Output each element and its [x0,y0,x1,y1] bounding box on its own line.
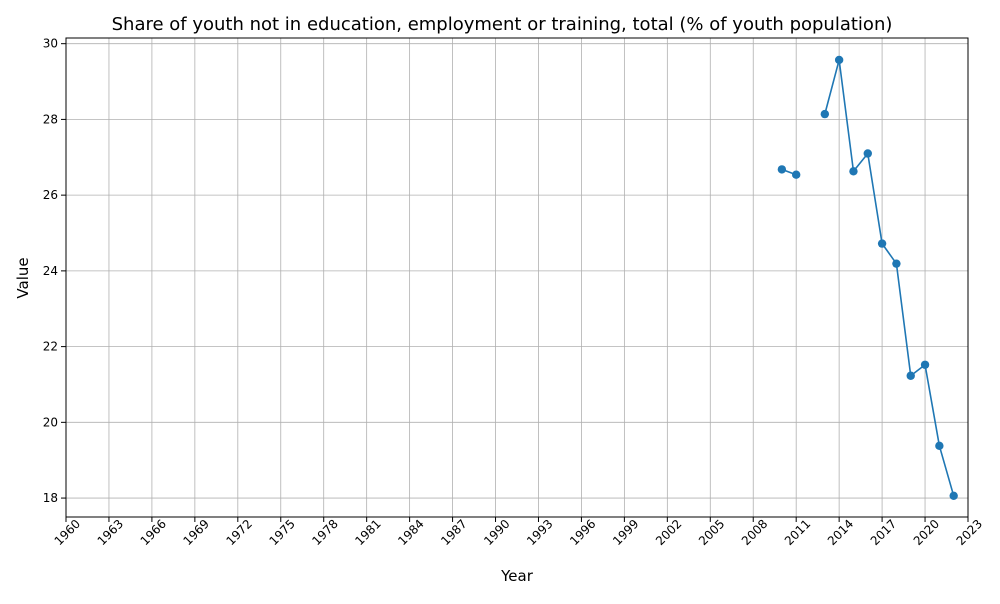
x-tick-label: 2023 [954,517,985,548]
x-axis-label: Year [500,567,534,585]
x-tick-label: 1972 [223,517,254,548]
axes: 1960 1963 1966 1969 1972 1975 1978 1981 1984 1987… [43,37,985,548]
data-point [949,491,958,500]
x-tick-label: 2011 [782,517,813,548]
x-tick-label: 2002 [653,517,684,548]
chart-title: Share of youth not in education, employm… [112,14,893,35]
data-point [920,360,930,369]
x-tick-label: 1996 [567,517,598,548]
x-tick-label: 1981 [352,517,383,548]
x-tick-label: 1960 [52,517,83,548]
y-tick-label: 24 [43,264,58,278]
data-point [849,167,858,176]
data-point [906,371,915,380]
x-tick-label: 1999 [610,517,641,548]
data-point [877,239,887,248]
y-tick-label: 30 [43,37,58,51]
x-tick-label: 2005 [696,517,727,548]
x-tick-label: 1993 [524,517,555,548]
plot-frame [65,37,969,518]
y-axis-label: Value [14,257,32,298]
data-point [777,165,787,174]
series-line [824,59,955,497]
data-point [820,109,830,119]
x-tick-label: 1963 [95,517,126,548]
x-tick-label: 2014 [825,517,856,548]
x-tick-label: 1987 [438,517,469,548]
x-tick-label: 1990 [481,517,512,548]
x-tick-label: 1978 [309,517,340,548]
x-tick-label: 1966 [138,517,169,548]
series-layer [777,55,958,500]
data-point [834,55,844,65]
data-point [863,149,872,158]
y-tick-label: 26 [43,188,58,202]
x-tick-label: 2008 [739,517,770,548]
x-tick-label: 1969 [181,517,212,548]
y-tick-label: 20 [43,415,58,429]
x-tick-label: 2020 [911,517,942,548]
x-tick-label: 1975 [266,517,297,548]
x-tick-label: 2017 [868,517,899,548]
y-tick-label: 22 [43,340,58,354]
data-point [935,441,944,451]
data-point [892,259,901,268]
x-tick-label: 1984 [395,517,426,548]
y-tick-label: 18 [43,491,58,505]
y-tick-label: 28 [43,112,58,126]
data-point [791,170,801,179]
grid [65,38,969,517]
